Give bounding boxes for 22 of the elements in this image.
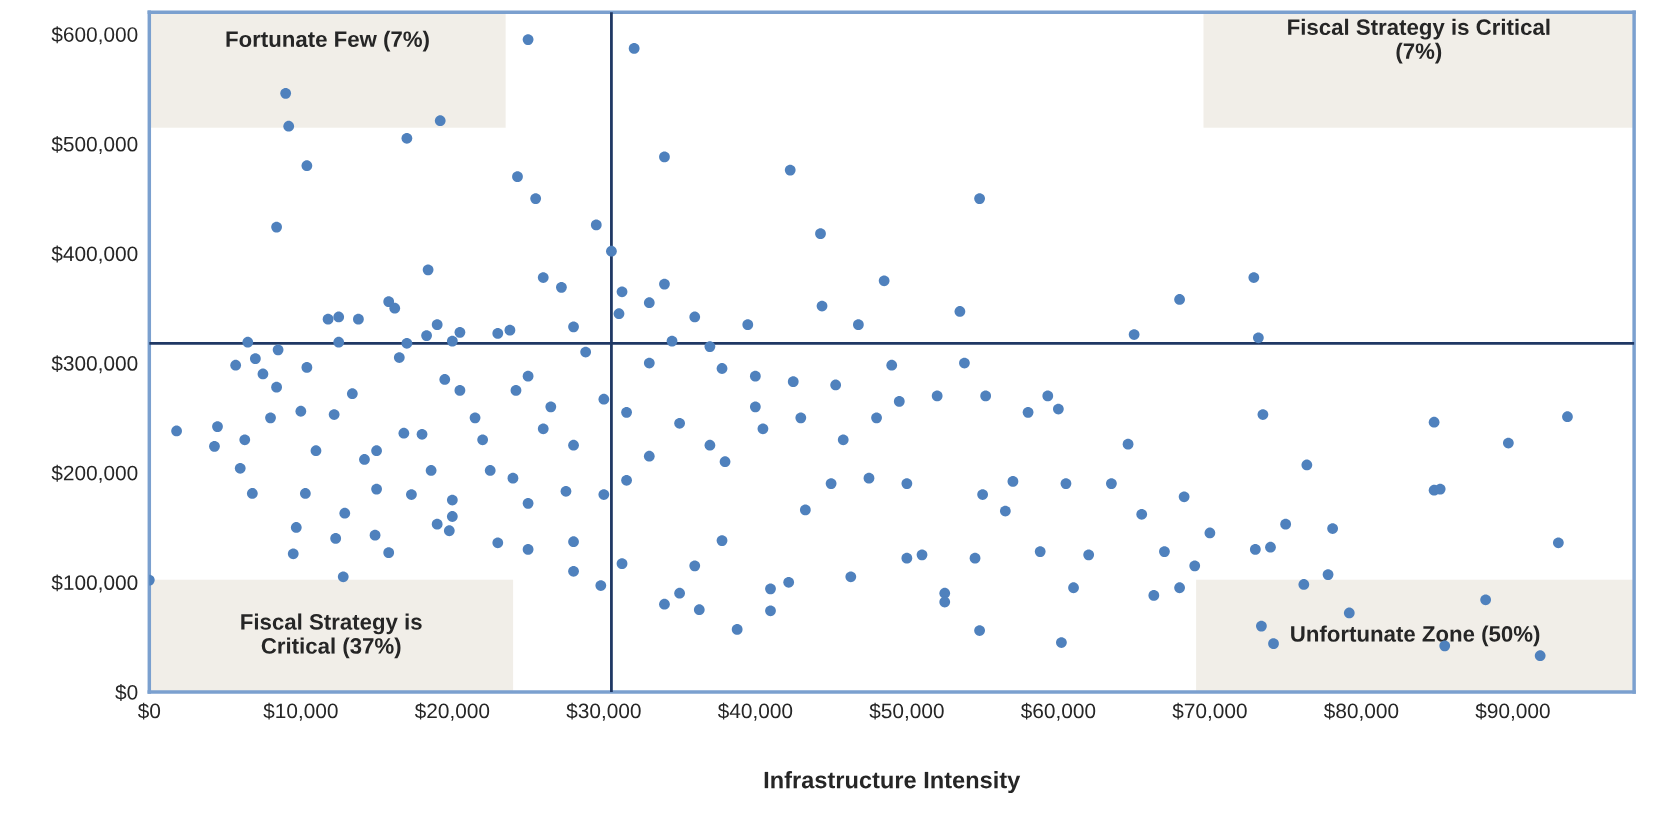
y-tick-label: $200,000: [51, 464, 138, 483]
x-tick-label: $90,000: [1475, 702, 1550, 721]
x-tick-label: $60,000: [1020, 702, 1096, 721]
annotation: Fiscal Strategy is Critical (7%): [1288, 18, 1550, 64]
y-tick-label: $100,000: [51, 574, 138, 593]
x-tick-label: $30,000: [566, 702, 641, 721]
x-tick-label: $40,000: [717, 702, 793, 721]
annotation: Unfortunate Zone (50%): [1291, 625, 1540, 647]
x-tick-label: $0: [137, 702, 161, 720]
annotation: Fortunate Few (7%): [226, 30, 429, 52]
x-tick-label: $20,000: [414, 702, 490, 721]
x-tick-label: $80,000: [1323, 702, 1399, 721]
y-tick-label: $400,000: [51, 245, 138, 264]
y-tick-label: $300,000: [51, 355, 138, 374]
y-tick-label: $500,000: [51, 135, 138, 154]
annotation: Fiscal Strategy is Critical (37%): [241, 613, 422, 659]
x-tick-label: $70,000: [1172, 702, 1247, 721]
y-tick-label: $600,000: [51, 26, 138, 45]
x-axis-title: Infrastructure Intensity: [764, 771, 1021, 794]
y-tick-label: $0: [115, 684, 138, 701]
x-tick-label: $50,000: [869, 702, 944, 721]
x-tick-label: $10,000: [263, 702, 338, 721]
